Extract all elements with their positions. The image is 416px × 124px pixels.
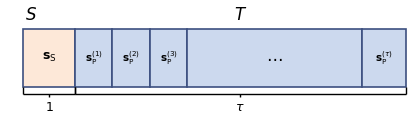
Text: $\cdots$: $\cdots$ xyxy=(266,49,283,67)
Text: $1$: $1$ xyxy=(45,101,53,114)
Text: $\tau$: $\tau$ xyxy=(235,101,245,114)
Bar xyxy=(187,29,362,87)
Text: $\mathbf{s}_\mathrm{P}^{(2)}$: $\mathbf{s}_\mathrm{P}^{(2)}$ xyxy=(122,49,140,67)
Bar xyxy=(112,29,150,87)
Bar xyxy=(362,29,406,87)
Text: $T$: $T$ xyxy=(234,7,247,24)
Text: $\mathbf{s}_\mathrm{P}^{(1)}$: $\mathbf{s}_\mathrm{P}^{(1)}$ xyxy=(84,49,103,67)
Bar xyxy=(75,29,112,87)
Text: $S$: $S$ xyxy=(25,7,37,24)
Text: $\mathbf{s}_\mathrm{S}$: $\mathbf{s}_\mathrm{S}$ xyxy=(42,51,56,64)
Bar xyxy=(150,29,187,87)
Bar xyxy=(23,29,75,87)
Text: $\mathbf{s}_\mathrm{P}^{(3)}$: $\mathbf{s}_\mathrm{P}^{(3)}$ xyxy=(159,49,178,67)
Text: $\mathbf{s}_\mathrm{P}^{(\tau)}$: $\mathbf{s}_\mathrm{P}^{(\tau)}$ xyxy=(375,49,393,67)
